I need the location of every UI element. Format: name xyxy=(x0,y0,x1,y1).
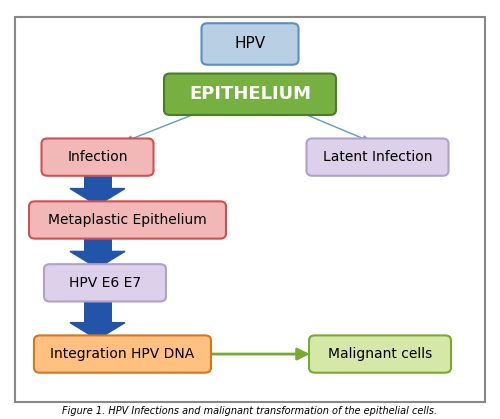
Text: Integration HPV DNA: Integration HPV DNA xyxy=(50,347,195,361)
Text: Infection: Infection xyxy=(67,150,128,164)
Polygon shape xyxy=(70,251,125,268)
FancyBboxPatch shape xyxy=(202,23,298,65)
Polygon shape xyxy=(70,323,125,339)
FancyBboxPatch shape xyxy=(15,17,485,402)
FancyBboxPatch shape xyxy=(309,335,451,373)
Text: HPV: HPV xyxy=(234,36,266,52)
Text: Latent Infection: Latent Infection xyxy=(323,150,432,164)
FancyBboxPatch shape xyxy=(306,138,448,176)
FancyBboxPatch shape xyxy=(29,202,226,238)
FancyBboxPatch shape xyxy=(84,297,112,323)
Polygon shape xyxy=(70,189,125,205)
Text: HPV E6 E7: HPV E6 E7 xyxy=(69,276,141,290)
Text: Figure 1. HPV Infections and malignant transformation of the epithelial cells.: Figure 1. HPV Infections and malignant t… xyxy=(62,406,438,416)
FancyBboxPatch shape xyxy=(84,235,112,251)
Text: Malignant cells: Malignant cells xyxy=(328,347,432,361)
FancyBboxPatch shape xyxy=(34,335,211,373)
FancyBboxPatch shape xyxy=(44,264,166,302)
FancyBboxPatch shape xyxy=(42,138,154,176)
Text: EPITHELIUM: EPITHELIUM xyxy=(189,85,311,103)
FancyBboxPatch shape xyxy=(164,73,336,115)
Text: Metaplastic Epithelium: Metaplastic Epithelium xyxy=(48,213,207,227)
FancyBboxPatch shape xyxy=(84,172,112,189)
